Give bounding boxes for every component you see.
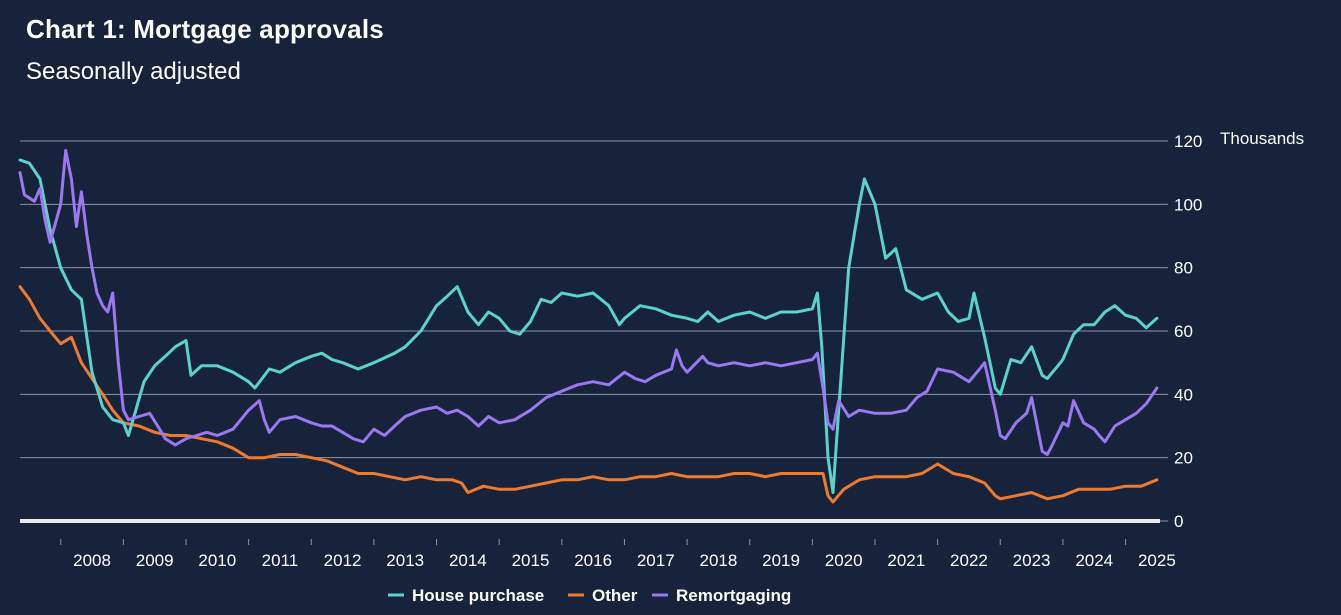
chart-title: Chart 1: Mortgage approvals	[26, 14, 384, 44]
y-tick-label-20: 20	[1174, 449, 1193, 468]
x-tick-label-2009: 2009	[136, 551, 174, 570]
legend-label-other: Other	[592, 586, 638, 605]
gridlines	[20, 140, 1168, 523]
x-tick-label-2016: 2016	[574, 551, 612, 570]
x-tick-label-2020: 2020	[825, 551, 863, 570]
x-tick-label-2024: 2024	[1075, 551, 1113, 570]
y-axis-unit-label: Thousands	[1220, 129, 1304, 148]
x-tick-label-2025: 2025	[1138, 551, 1176, 570]
y-tick-label-120: 120	[1174, 132, 1202, 151]
x-tick-label-2012: 2012	[324, 551, 362, 570]
x-tick-label-2021: 2021	[887, 551, 925, 570]
chart-subtitle: Seasonally adjusted	[26, 58, 241, 85]
x-tick-label-2014: 2014	[449, 551, 487, 570]
x-tick-label-2010: 2010	[198, 551, 236, 570]
series-line-remortgaging	[18, 149, 1159, 456]
x-tick-label-2017: 2017	[637, 551, 675, 570]
series-line-house-purchase	[18, 158, 1159, 494]
x-tick-label-2008: 2008	[73, 551, 111, 570]
series-lines	[18, 149, 1159, 504]
x-tick-label-2018: 2018	[699, 551, 737, 570]
x-tick-label-2019: 2019	[762, 551, 800, 570]
x-tick-label-2015: 2015	[512, 551, 550, 570]
y-tick-label-40: 40	[1174, 385, 1193, 404]
legend-label-house-purchase: House purchase	[412, 586, 544, 605]
y-tick-label-60: 60	[1174, 322, 1193, 341]
x-tick-label-2011: 2011	[262, 551, 299, 570]
y-tick-label-0: 0	[1174, 512, 1183, 531]
legend: House purchase Other Remortgaging	[388, 586, 791, 605]
x-tick-label-2022: 2022	[950, 551, 988, 570]
y-tick-label-80: 80	[1174, 259, 1193, 278]
x-tick-label-2023: 2023	[1013, 551, 1051, 570]
legend-label-remortgaging: Remortgaging	[676, 586, 791, 605]
x-axis-ticks: 2008 2009 2010 2011 2012 2013 2014 2015 2016 2017…	[60, 539, 1176, 570]
series-line-other	[18, 285, 1159, 504]
y-tick-label-100: 100	[1174, 195, 1202, 214]
y-axis-ticks: 0 20 40 60 80 100 120	[1174, 132, 1202, 531]
x-tick-label-2013: 2013	[386, 551, 424, 570]
